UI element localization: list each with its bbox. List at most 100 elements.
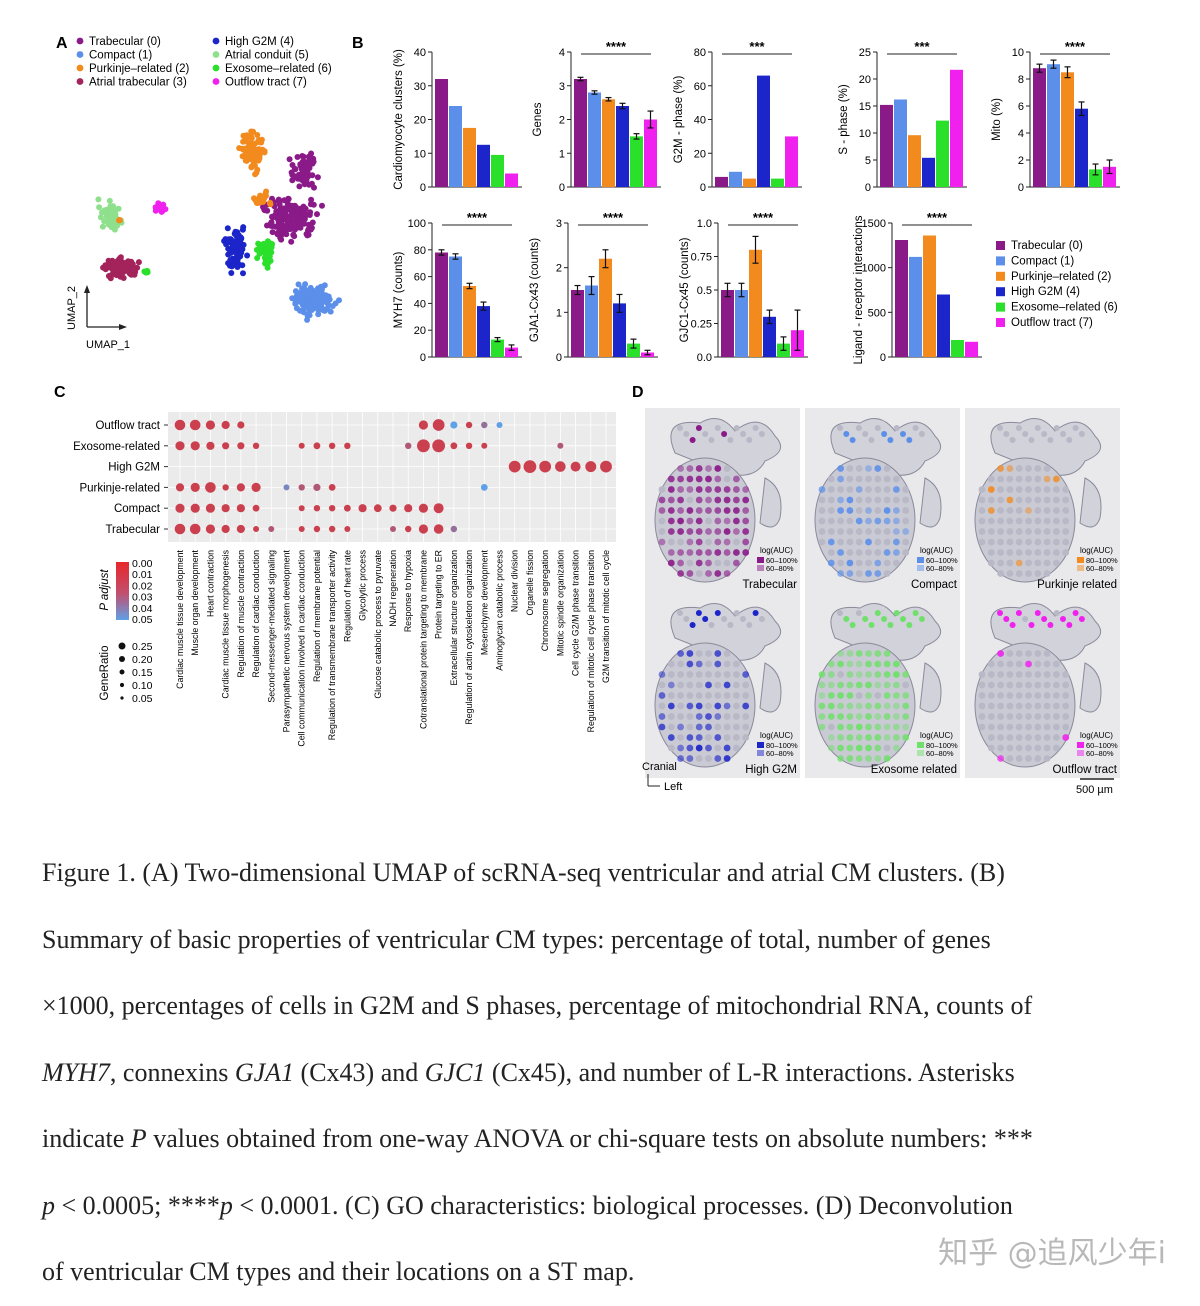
spot (686, 713, 694, 720)
spot (846, 549, 854, 556)
spot (837, 713, 844, 720)
dot (557, 442, 564, 449)
spot (742, 528, 750, 535)
spot (997, 650, 1004, 657)
umap-point (294, 154, 301, 160)
spot (1006, 538, 1014, 546)
column-label: NADH regeneration (388, 550, 398, 627)
spatial-tile: log(AUC)60–100%60–80% Outflow tract (965, 593, 1120, 778)
spot (997, 570, 1004, 577)
spot (987, 549, 995, 556)
spot (865, 723, 872, 731)
spot (837, 610, 843, 616)
spot (667, 744, 675, 752)
spot (881, 616, 888, 622)
spot (1062, 517, 1070, 525)
spot (705, 528, 712, 535)
spot (1006, 692, 1014, 699)
spot (1034, 671, 1042, 678)
spot (746, 437, 753, 443)
spot (893, 475, 900, 483)
umap-point (304, 169, 311, 176)
spot (1053, 538, 1060, 546)
dot (433, 503, 444, 514)
dot (174, 419, 186, 431)
spot (742, 549, 750, 556)
spot (855, 723, 863, 731)
spot (1006, 755, 1014, 762)
spot (733, 549, 740, 556)
umap-point (308, 150, 315, 157)
umap-point (248, 163, 255, 170)
spot (893, 734, 900, 741)
y-tick-label: 20 (859, 74, 871, 86)
spot (893, 744, 900, 752)
spot (837, 549, 844, 556)
spot (827, 507, 835, 514)
dot (344, 526, 351, 532)
umap-point (310, 201, 317, 208)
umap-point (110, 210, 117, 217)
vessel-shape (759, 662, 782, 713)
spot (714, 528, 722, 535)
spot (1015, 528, 1023, 535)
spot (978, 702, 986, 710)
spot (837, 507, 844, 514)
spot (883, 734, 891, 741)
umap-point (254, 132, 261, 138)
spot (1034, 660, 1042, 668)
umap-point (105, 273, 112, 279)
spot (742, 496, 750, 504)
spot (1006, 671, 1014, 678)
column-label: Regulation of muscle contraction (236, 550, 246, 678)
spot (677, 549, 684, 556)
umap-point (275, 229, 281, 236)
legend-swatch (996, 271, 1005, 281)
spot (997, 465, 1004, 472)
spot (714, 570, 722, 577)
spot (849, 437, 856, 443)
generatio-dot (119, 656, 125, 662)
umap-point (300, 153, 307, 160)
spot (714, 475, 722, 483)
spot (667, 559, 675, 567)
spot (865, 517, 872, 525)
spot (1015, 496, 1023, 504)
umap-point (135, 259, 142, 266)
spot (667, 671, 675, 678)
spot (1034, 610, 1041, 616)
umap-point (111, 223, 117, 230)
spot (1062, 507, 1070, 514)
dot (236, 483, 245, 492)
spot (893, 549, 900, 556)
spot (855, 517, 863, 525)
spot (742, 681, 750, 689)
caption-text: indicate (42, 1124, 131, 1153)
spot (1043, 681, 1051, 689)
spot (1015, 570, 1023, 577)
bar-chart: 0 20 40 60 80 G2M - phase (%) *** (673, 39, 802, 194)
y-axis-label: G2M - phase (%) (673, 76, 685, 164)
spot (1034, 465, 1042, 472)
legend-swatch (76, 37, 84, 45)
plot-panel (168, 412, 616, 542)
umap-point (224, 225, 231, 232)
umap-point (292, 299, 299, 306)
cranial-label: Cranial (642, 761, 677, 773)
spot (837, 660, 844, 668)
dot (175, 503, 185, 513)
spot (733, 425, 740, 431)
dot (313, 505, 321, 512)
spot (1034, 496, 1042, 504)
dot (432, 419, 445, 431)
umap-point (223, 241, 230, 248)
spot (997, 755, 1004, 762)
caption-line-3: ×1000, percentages of cells in G2M and S… (42, 991, 1033, 1020)
spot (818, 671, 826, 678)
spot (677, 559, 684, 567)
y-tick-label: 40 (414, 298, 426, 310)
spot (677, 660, 684, 668)
spot (827, 681, 835, 689)
umap-point (269, 229, 276, 236)
y-tick-label: 0.25 (691, 319, 712, 331)
